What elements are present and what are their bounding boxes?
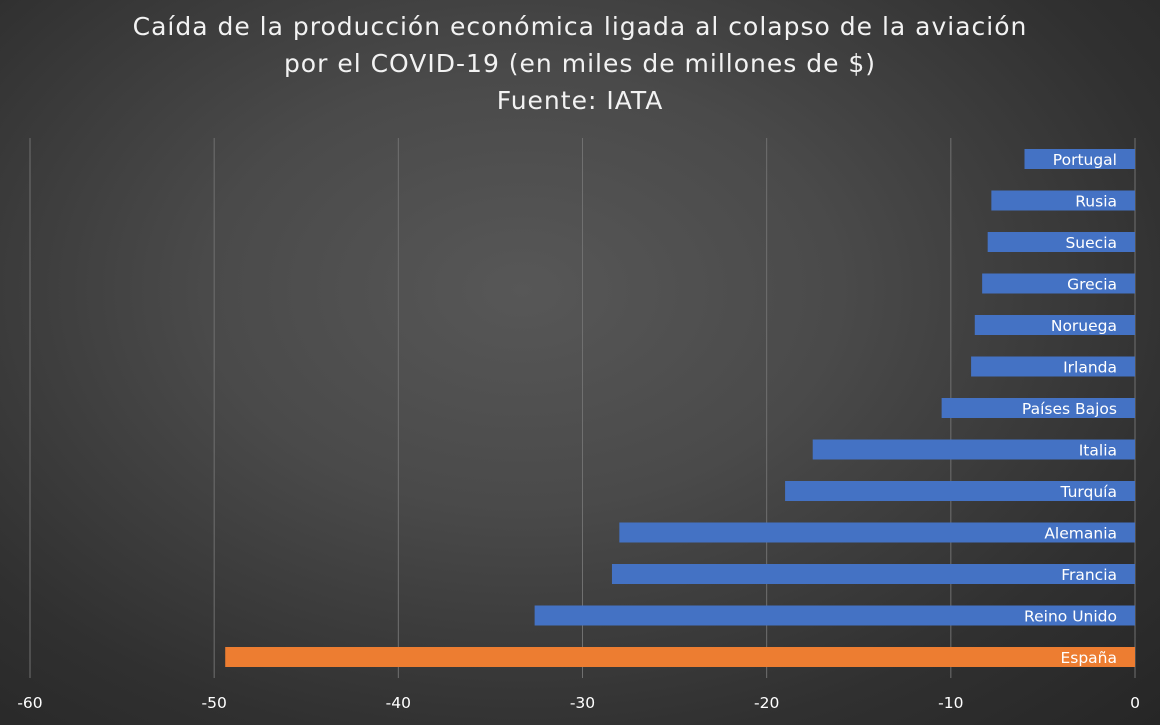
bar-category-label: Irlanda	[1063, 359, 1117, 377]
bar	[987, 232, 1135, 252]
bar-category-label: Turquía	[1059, 483, 1117, 501]
x-tick-label: -50	[202, 694, 227, 712]
bar	[619, 522, 1135, 543]
chart-title-line-1: Caída de la producción económica ligada …	[132, 12, 1028, 41]
x-tick-label: -30	[570, 694, 595, 712]
x-tick-label: -20	[754, 694, 779, 712]
x-tick-label: -60	[17, 694, 42, 712]
bar	[785, 481, 1135, 501]
bar-labels: Portugal Rusia Suecia Grecia Noruega Irlanda P…	[1022, 151, 1117, 667]
bar	[971, 356, 1135, 377]
x-tick-label: -40	[386, 694, 411, 712]
chart-title-line-3: Fuente: IATA	[496, 86, 664, 115]
bar	[534, 605, 1135, 626]
bar-category-label: Suecia	[1065, 234, 1117, 252]
bar	[991, 190, 1135, 211]
bar-category-label: Países Bajos	[1022, 400, 1117, 418]
chart-title: Caída de la producción económica ligada …	[0, 8, 1160, 119]
bar-category-label: Rusia	[1075, 193, 1117, 211]
bar	[974, 315, 1135, 335]
x-tick-label: 0	[1130, 694, 1140, 712]
x-axis-ticks: -60 -50 -40 -30 -20 -10 0	[17, 694, 1140, 712]
bar-category-label: Italia	[1079, 442, 1117, 460]
bar	[1024, 149, 1135, 169]
bars	[225, 149, 1135, 667]
bar	[982, 273, 1135, 294]
bar	[812, 439, 1135, 460]
x-tick-label: -10	[938, 694, 963, 712]
bar-category-label: España	[1060, 649, 1117, 667]
bar	[611, 564, 1135, 584]
bar-category-label: Francia	[1061, 566, 1117, 584]
bar-category-label: Alemania	[1044, 525, 1117, 543]
chart-title-line-2: por el COVID-19 (en miles de millones de…	[283, 49, 877, 78]
bar	[941, 398, 1135, 418]
bar-category-label: Reino Unido	[1024, 608, 1117, 626]
bar-category-label: Portugal	[1053, 151, 1117, 169]
bar-category-label: Grecia	[1067, 276, 1117, 294]
bar	[225, 647, 1135, 667]
bar-category-label: Noruega	[1051, 317, 1117, 335]
grid	[29, 138, 1136, 678]
